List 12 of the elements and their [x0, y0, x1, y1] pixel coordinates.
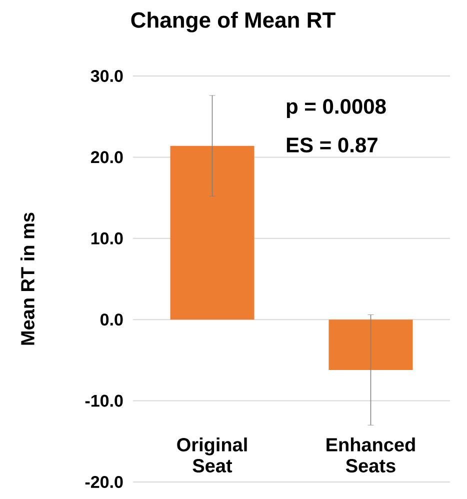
annotation: p = 0.0008: [286, 98, 386, 118]
y-tick-label: 0.0: [100, 314, 123, 326]
annotation: ES = 0.87: [286, 138, 378, 152]
y-tick-label: -20.0: [85, 476, 123, 488]
y-tick-label: 20.0: [90, 151, 123, 164]
x-tick-label: Enhanced Seats: [326, 438, 415, 472]
y-tick-label: 10.0: [91, 232, 123, 244]
chart-title: Change of Mean RT: [131, 12, 336, 32]
y-tick-label: 30.0: [90, 70, 123, 82]
y-axis-title: Mean RT in ms: [20, 212, 34, 345]
y-tick-label: -10.0: [85, 394, 123, 407]
x-tick-label: Original Seat: [177, 438, 247, 472]
